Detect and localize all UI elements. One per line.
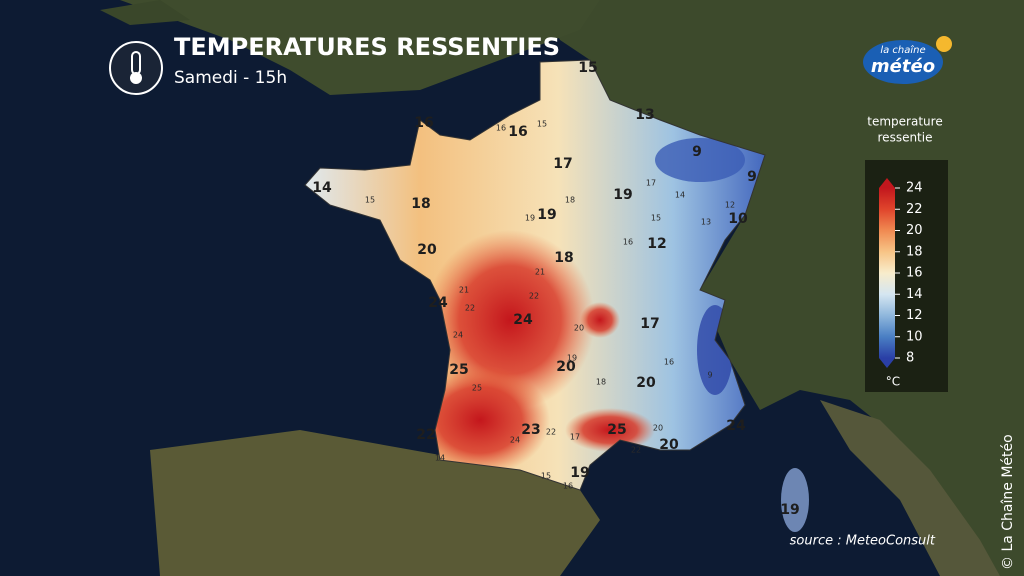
local-temp: 16 [496, 124, 506, 133]
local-temp: 15 [537, 120, 547, 129]
local-temp: 13 [701, 218, 711, 227]
arrow [879, 178, 895, 188]
city-temp: 20 [636, 375, 656, 391]
legend-unit: °C [886, 375, 900, 389]
source: source : MeteoConsult [790, 534, 936, 549]
city-temp: 13 [635, 107, 654, 123]
local-temp: 17 [570, 433, 580, 442]
city-temp: 16 [508, 124, 527, 140]
tick-label: 10 [906, 329, 923, 344]
local-temp: 16 [563, 482, 573, 491]
local-temp: 15 [541, 472, 551, 481]
icon-part [130, 72, 142, 84]
local-temp: 18 [596, 378, 606, 387]
local-temp: 16 [664, 358, 674, 367]
local-temp: 21 [459, 286, 469, 295]
tick-label: 18 [906, 244, 923, 259]
local-temp: 18 [565, 196, 575, 205]
thermometer-icon [109, 41, 163, 95]
city-temp: 14 [312, 180, 332, 196]
corsica [781, 468, 809, 532]
tick-label: 24 [906, 181, 923, 196]
tick-label: 12 [906, 308, 923, 323]
city-temp: 19 [570, 465, 589, 481]
local-temp: 20 [653, 424, 663, 433]
city-temp: 10 [728, 211, 748, 227]
land [100, 0, 1024, 576]
heat [410, 138, 745, 475]
city-temp: 22 [416, 427, 435, 443]
tick-label: 16 [906, 266, 923, 281]
city-temp: 12 [647, 236, 666, 252]
local-temp: 21 [535, 268, 545, 277]
subtitle: Samedi - 15h [174, 68, 287, 88]
local-temp: 17 [646, 179, 656, 188]
local-temp: 14 [675, 191, 685, 200]
city-temp: 19 [613, 187, 632, 203]
local-temp: 19 [525, 214, 535, 223]
city-temp: 24 [513, 312, 533, 328]
city-temp: 17 [553, 156, 572, 172]
city-temp: 23 [521, 422, 540, 438]
legend-box [865, 160, 948, 392]
local-temp: 14 [435, 454, 445, 463]
logo [863, 40, 943, 84]
local-temp: 25 [472, 384, 482, 393]
legend-title: ressentie [878, 131, 933, 145]
local-temp: 20 [574, 324, 584, 333]
city-temp: 20 [659, 437, 679, 453]
city-temp: 20 [417, 242, 437, 258]
city-temp: 18 [411, 196, 430, 212]
logo-bottom: météo [871, 56, 935, 77]
title: TEMPERATURES RESSENTIES [174, 33, 560, 61]
logo-top: la chaîne [880, 44, 925, 56]
local-temp: 22 [465, 304, 475, 313]
tick-label: 14 [906, 287, 923, 302]
city-temp: 9 [747, 169, 757, 185]
local-temp: 24 [453, 331, 463, 340]
color-bar [879, 188, 895, 358]
local-temp: 9 [707, 371, 712, 380]
legend-title: temperature [867, 115, 942, 129]
local-temp: 19 [567, 354, 577, 363]
local-temp: 22 [529, 292, 539, 301]
logo-sun [936, 36, 952, 52]
local-temp: 15 [651, 214, 661, 223]
local-temp: 15 [365, 196, 375, 205]
local-temp: 24 [510, 436, 520, 445]
city-temp: 19 [780, 502, 799, 518]
city-temp: 20 [556, 359, 576, 375]
tick-label: 20 [906, 223, 923, 238]
city-temp: 25 [607, 422, 626, 438]
tick-label: 8 [906, 351, 914, 366]
city-temp: 16 [414, 115, 433, 131]
city-temp: 9 [692, 144, 702, 160]
copyright: © La Chaîne Météo [1000, 434, 1016, 570]
city-temp: 19 [537, 207, 556, 223]
tick-label: 22 [906, 202, 923, 217]
city-temp: 25 [449, 362, 468, 378]
city-temp: 24 [726, 418, 746, 434]
local-temp: 22 [631, 446, 641, 455]
arrow [879, 358, 895, 368]
city-temp: 17 [640, 316, 659, 332]
city-temp: 18 [554, 250, 573, 266]
local-temp: 22 [546, 428, 556, 437]
local-temp: 16 [623, 238, 633, 247]
local-temp: 12 [725, 201, 735, 210]
city-temp: 24 [428, 295, 448, 311]
city-temp: 15 [578, 60, 597, 76]
legend: 24 22 20 18 16 14 12 10 8 [879, 178, 923, 368]
